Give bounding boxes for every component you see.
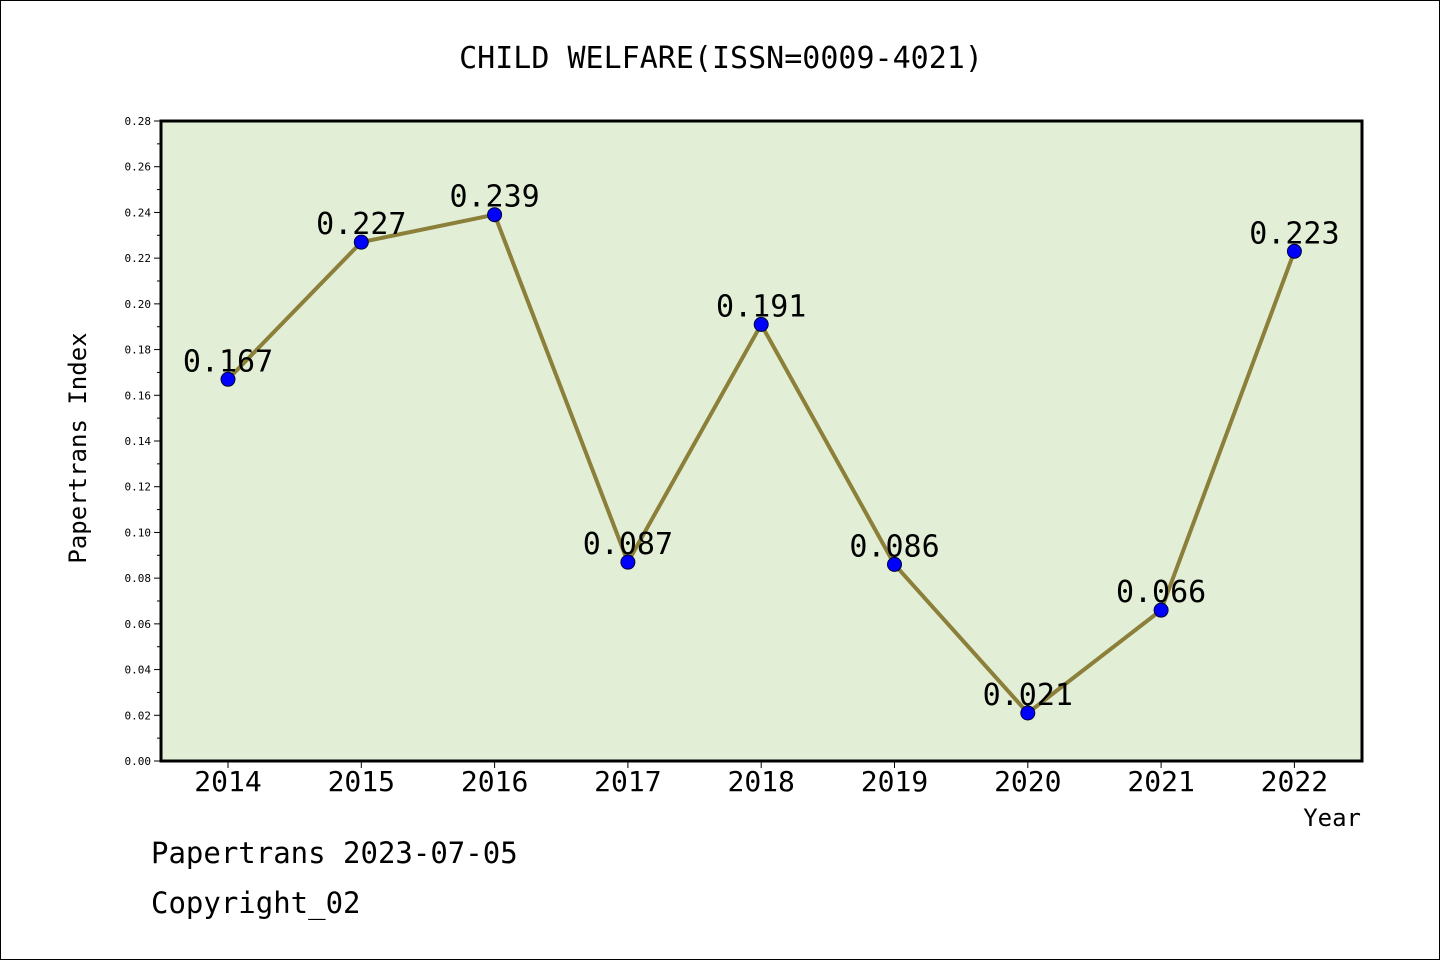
x-tick-label: 2018	[727, 765, 794, 798]
plot-background	[161, 121, 1362, 761]
data-label: 0.087	[583, 527, 673, 562]
data-label: 0.227	[316, 207, 406, 242]
data-label: 0.021	[983, 678, 1073, 713]
plot-area: 0.00 0.02 0.04 0.06 0.08 0.10 0.12 0.14 0.16 0.18…	[125, 115, 1364, 798]
plot-frame	[159, 119, 1364, 763]
data-point	[620, 554, 636, 570]
y-tick-label: 0.08	[125, 572, 152, 585]
x-tick-label: 2022	[1261, 765, 1328, 798]
x-tick-label: 2021	[1127, 765, 1194, 798]
y-tick-label: 0.24	[125, 206, 152, 219]
data-point	[487, 207, 503, 223]
y-tick-label: 0.12	[125, 481, 152, 494]
y-tick-label: 0.28	[125, 115, 152, 128]
data-label: 0.223	[1249, 216, 1339, 251]
y-tick-label: 0.16	[125, 389, 152, 402]
data-label: 0.167	[183, 344, 273, 379]
x-tick-label: 2016	[461, 765, 528, 798]
data-label: 0.239	[449, 180, 539, 215]
y-tick-label: 0.20	[125, 298, 152, 311]
data-point	[1153, 602, 1169, 618]
y-tick-label: 0.00	[125, 755, 152, 768]
x-tick-label: 2019	[861, 765, 928, 798]
x-tick-label: 2020	[994, 765, 1061, 798]
data-point	[1020, 705, 1036, 721]
x-tick-label: 2015	[328, 765, 395, 798]
data-point	[887, 556, 902, 572]
data-point	[353, 234, 369, 250]
y-tick-label: 0.04	[125, 664, 152, 677]
data-label: 0.066	[1116, 575, 1206, 610]
data-label: 0.086	[849, 529, 939, 564]
y-axis-label: Papertrans Index	[64, 332, 92, 563]
data-point	[220, 371, 236, 387]
footer-copyright: Copyright_02	[151, 886, 361, 920]
footer-date-line: Papertrans 2023-07-05	[151, 836, 518, 870]
y-tick-label: 0.10	[125, 526, 152, 539]
data-point	[1286, 243, 1302, 259]
x-tick-label: 2014	[194, 765, 261, 798]
data-point	[753, 316, 769, 332]
y-tick-label: 0.26	[125, 161, 152, 174]
y-tick-label: 0.14	[125, 435, 152, 448]
y-tick-label: 0.18	[125, 344, 152, 357]
y-tick-label: 0.02	[125, 709, 152, 722]
x-tick-label: 2017	[594, 765, 661, 798]
y-tick-label: 0.06	[125, 618, 152, 631]
data-label: 0.191	[716, 289, 806, 324]
chart-title: CHILD WELFARE(ISSN=0009-4021)	[459, 41, 983, 76]
y-tick-label: 0.22	[125, 252, 152, 265]
x-axis-label: Year	[1303, 804, 1361, 832]
